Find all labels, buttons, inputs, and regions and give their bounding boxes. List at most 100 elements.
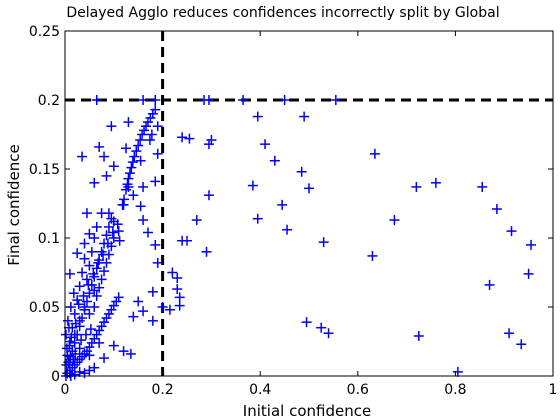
data-point: [93, 257, 104, 268]
data-point: [142, 227, 153, 238]
data-point: [98, 249, 109, 260]
data-point: [72, 295, 83, 306]
data-point: [77, 151, 88, 162]
plot-area: [65, 31, 553, 376]
data-point: [64, 340, 75, 351]
data-point: [74, 281, 85, 292]
x-tick-label: 0.6: [347, 382, 369, 398]
data-point: [296, 166, 307, 177]
data-point: [76, 335, 87, 346]
data-point: [484, 279, 495, 290]
data-point: [125, 348, 136, 359]
data-point: [152, 121, 163, 132]
data-point: [177, 132, 188, 143]
y-tick-label: 0.15: [29, 162, 60, 178]
data-point: [77, 267, 88, 278]
data-point: [111, 296, 122, 307]
data-point: [167, 267, 178, 278]
data-point: [430, 177, 441, 188]
data-point: [84, 308, 95, 319]
data-point: [523, 268, 534, 279]
data-point: [252, 111, 263, 122]
data-point: [89, 285, 100, 296]
data-point: [150, 176, 161, 187]
data-point: [172, 273, 183, 284]
data-point: [91, 221, 102, 232]
data-point: [81, 208, 92, 219]
data-point: [122, 179, 133, 190]
data-point: [279, 95, 290, 105]
data-point: [137, 129, 148, 140]
data-point: [191, 215, 202, 226]
data-point: [91, 263, 102, 274]
data-point: [182, 235, 192, 246]
data-point: [138, 95, 149, 105]
data-point: [147, 315, 158, 326]
data-point: [89, 362, 100, 373]
data-point: [174, 300, 185, 311]
data-point: [367, 250, 378, 261]
data-point: [73, 299, 84, 310]
data-point: [252, 213, 263, 224]
data-point: [126, 162, 137, 173]
data-point: [74, 343, 85, 354]
data-point: [83, 279, 94, 290]
data-point: [86, 246, 97, 257]
data-point: [103, 221, 114, 232]
data-point: [107, 227, 118, 238]
data-point: [96, 321, 107, 332]
data-point: [99, 266, 110, 277]
data-point: [79, 302, 90, 312]
data-point: [172, 284, 183, 295]
data-point: [135, 135, 146, 146]
data-point: [121, 143, 131, 154]
data-point: [526, 239, 537, 250]
data-point: [101, 230, 112, 241]
x-tick-label: 0.4: [249, 382, 271, 398]
data-point: [96, 274, 107, 285]
data-point: [247, 180, 258, 191]
data-point: [124, 168, 135, 179]
data-point: [138, 306, 149, 317]
data-point: [152, 257, 163, 268]
data-point: [91, 329, 102, 340]
data-point: [106, 121, 117, 132]
data-point: [99, 317, 110, 328]
data-point: [201, 246, 212, 257]
data-points: [60, 95, 537, 381]
data-point: [238, 95, 249, 105]
axes: 0 0.2 0.4 0.6 0.8 1 0 0.05 0.1 0.15 0.2 0.25: [29, 24, 558, 398]
data-point: [118, 346, 129, 357]
data-point: [150, 95, 161, 105]
data-point: [74, 366, 85, 377]
y-axis-label: Final confidence: [5, 144, 23, 265]
data-point: [323, 328, 334, 339]
data-point: [94, 325, 105, 336]
data-point: [184, 133, 195, 144]
data-point: [133, 140, 144, 151]
x-tick-label: 1: [549, 382, 558, 398]
data-point: [91, 290, 102, 301]
data-point: [103, 308, 114, 319]
data-point: [206, 135, 217, 146]
y-tick-label: 0.2: [38, 93, 60, 109]
data-point: [146, 129, 157, 140]
data-point: [142, 117, 153, 128]
data-point: [506, 226, 517, 237]
x-tick-label: 0: [61, 382, 70, 398]
data-point: [269, 155, 280, 166]
data-point: [69, 308, 80, 319]
data-point: [516, 339, 527, 350]
data-point: [123, 117, 134, 128]
data-point: [157, 302, 168, 312]
data-point: [144, 135, 155, 146]
data-point: [113, 226, 124, 237]
y-tick-label: 0: [51, 369, 60, 385]
data-point: [138, 181, 149, 192]
data-point: [131, 146, 142, 157]
data-point: [452, 366, 463, 377]
data-point: [101, 170, 112, 181]
data-point: [413, 330, 424, 341]
data-point: [81, 346, 92, 357]
